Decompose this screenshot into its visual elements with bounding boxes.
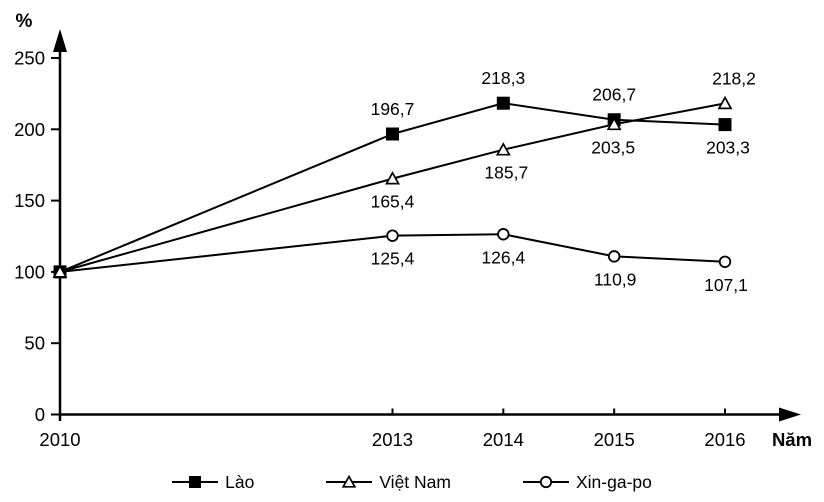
x-axis-arrow-icon: [779, 407, 801, 422]
data-label: 110,9: [594, 269, 637, 289]
chart-legend: Lào Việt Nam Xin-ga-po: [0, 468, 824, 496]
data-point-triangle: [717, 95, 733, 110]
data-point-circle: [386, 229, 399, 242]
data-point-circle: [497, 228, 510, 241]
data-label: 125,4: [371, 249, 415, 269]
data-label: 203,3: [706, 138, 750, 158]
y-tick-label: 50: [24, 333, 45, 354]
y-tick-label: 100: [14, 261, 45, 282]
y-tick-label: 200: [14, 119, 45, 140]
x-tick-label: 2014: [483, 429, 524, 450]
x-tick-label: 2013: [372, 429, 413, 450]
y-tick-label: 0: [35, 404, 45, 425]
legend-label-vietnam: Việt Nam: [379, 471, 451, 492]
data-point-triangle: [385, 171, 400, 185]
data-label: 126,4: [481, 247, 525, 267]
legend-item-vietnam: Việt Nam: [326, 472, 451, 493]
data-point-square: [385, 127, 399, 141]
y-axis-title: %: [16, 11, 33, 32]
data-label: 107,1: [704, 275, 748, 295]
data-label: 218,2: [712, 68, 756, 88]
data-label: 165,4: [371, 192, 415, 212]
data-point-triangle: [606, 116, 622, 131]
data-label: 203,5: [591, 137, 635, 157]
data-point-triangle: [52, 264, 68, 278]
y-tick-label: 250: [14, 48, 45, 69]
triangle-marker-icon: [326, 475, 373, 488]
legend-label-xingapo: Xin-ga-po: [575, 471, 652, 492]
data-label: 185,7: [484, 163, 528, 183]
legend-item-xingapo: Xin-ga-po: [522, 471, 652, 493]
data-label: 206,7: [592, 85, 636, 105]
y-axis-arrow-icon: [53, 29, 67, 52]
square-marker-icon: [172, 476, 219, 488]
data-label: 196,7: [371, 99, 415, 119]
data-point-triangle: [495, 142, 511, 156]
legend-label-lao: Lào: [225, 471, 255, 492]
data-point-square: [496, 96, 510, 110]
data-label: 218,3: [481, 68, 525, 88]
x-axis-title: Năm: [772, 429, 812, 450]
data-point-circle: [718, 255, 732, 268]
legend-item-lao: Lào: [172, 472, 254, 493]
data-point-square: [718, 118, 732, 132]
x-tick-label: 2015: [594, 429, 635, 450]
x-tick-label: 2010: [39, 429, 80, 450]
y-tick-label: 150: [14, 190, 45, 211]
x-tick-label: 2016: [704, 429, 745, 450]
circle-marker-icon: [522, 475, 569, 489]
data-point-circle: [607, 250, 621, 263]
